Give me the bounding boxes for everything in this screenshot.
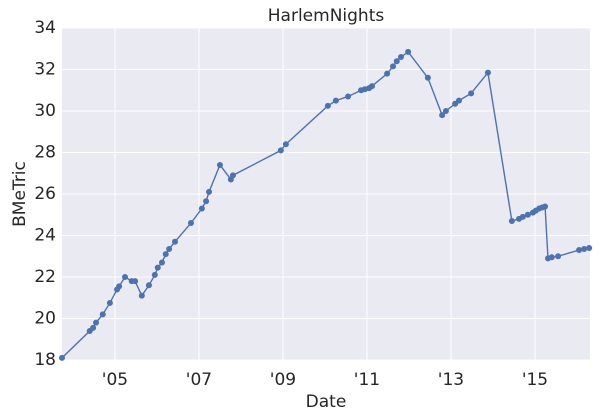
y-tick-label: 18 [34,350,56,370]
data-point [216,161,223,168]
data-point [397,54,404,61]
data-point [424,74,431,81]
data-point [145,282,152,289]
data-point [162,251,169,258]
data-point [187,220,194,227]
y-tick-label: 24 [34,226,56,246]
data-point [116,283,123,290]
data-point [345,93,352,100]
data-point [384,70,391,77]
data-point [519,213,526,220]
x-tick-label: '07 [186,370,212,390]
x-tick-label: '11 [354,370,380,390]
y-tick-label: 22 [34,267,56,287]
data-point [586,244,593,251]
data-point [99,311,106,318]
x-tick-label: '09 [270,370,296,390]
data-point [106,299,113,306]
data-point [548,254,555,261]
data-point [59,354,65,361]
data-point [158,259,165,266]
data-point [455,97,462,104]
y-tick-label: 34 [34,18,56,38]
data-point [151,271,158,278]
data-point [282,141,289,148]
data-point [166,245,173,252]
data-point [542,203,549,210]
data-point [203,198,210,205]
data-point [132,278,139,285]
y-tick-label: 30 [34,101,56,121]
data-point [524,211,531,218]
chart-title: HarlemNights [268,6,385,26]
data-point [93,319,100,326]
data-point [555,253,562,260]
data-point [154,264,161,271]
data-point [405,48,412,55]
y-tick-label: 26 [34,184,56,204]
data-point [389,63,396,70]
data-point [229,172,236,179]
data-point [90,324,97,331]
data-point [393,58,400,65]
data-point [484,69,491,76]
data-point [198,205,205,212]
data-point [468,90,475,97]
data-point [576,247,583,254]
data-point [332,97,339,104]
x-axis-label: Date [306,392,347,412]
data-point [581,245,588,252]
data-point [138,292,145,299]
data-point [277,147,284,154]
y-axis-label: BMeTric [10,161,30,227]
y-tick-label: 32 [34,60,56,80]
y-tick-label: 28 [34,143,56,163]
data-point [206,188,213,195]
x-tick-label: '05 [102,370,128,390]
data-point [171,238,178,245]
data-point [368,83,375,90]
data-point [442,108,449,114]
data-point [508,217,515,224]
x-tick-label: '15 [522,370,548,390]
y-tick-label: 20 [34,309,56,329]
data-point [324,102,331,109]
x-tick-label: '13 [438,370,464,390]
data-point [122,274,129,280]
data-point [439,112,446,119]
